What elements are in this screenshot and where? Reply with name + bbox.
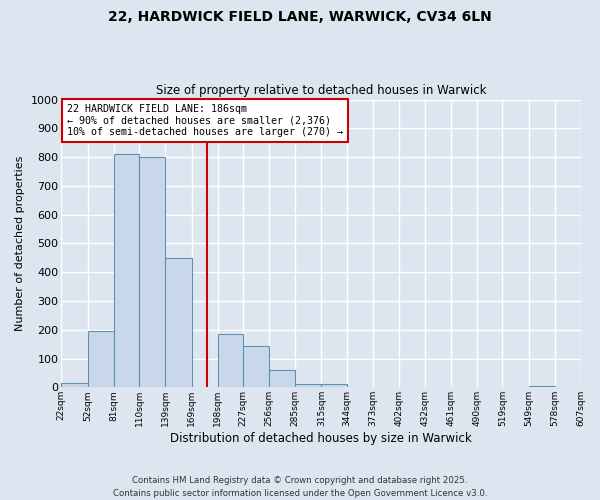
Bar [165,258,192,388]
Bar [218,334,243,388]
Bar [322,384,347,388]
X-axis label: Distribution of detached houses by size in Warwick: Distribution of detached houses by size … [170,432,472,445]
Bar [529,386,555,388]
Bar [113,154,139,388]
Bar [243,346,269,388]
Bar [269,370,295,388]
Text: 22, HARDWICK FIELD LANE, WARWICK, CV34 6LN: 22, HARDWICK FIELD LANE, WARWICK, CV34 6… [108,10,492,24]
Bar [295,384,322,388]
Bar [88,331,113,388]
Bar [139,157,165,388]
Bar [61,383,88,388]
Text: 22 HARDWICK FIELD LANE: 186sqm
← 90% of detached houses are smaller (2,376)
10% : 22 HARDWICK FIELD LANE: 186sqm ← 90% of … [67,104,343,137]
Y-axis label: Number of detached properties: Number of detached properties [15,156,25,331]
Title: Size of property relative to detached houses in Warwick: Size of property relative to detached ho… [155,84,486,97]
Text: Contains HM Land Registry data © Crown copyright and database right 2025.
Contai: Contains HM Land Registry data © Crown c… [113,476,487,498]
